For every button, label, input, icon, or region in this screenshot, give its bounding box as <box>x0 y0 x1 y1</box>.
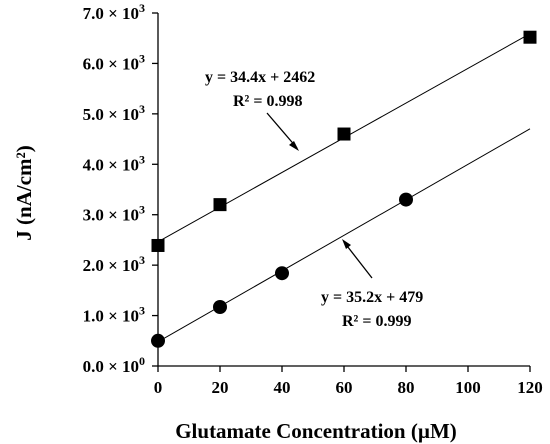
circle-point <box>275 266 289 281</box>
x-tick-labels: 0 20 40 60 80 100 120 <box>154 378 543 397</box>
x-tick-label: 80 <box>398 378 415 397</box>
square-fit-arrowhead <box>289 141 299 151</box>
y-tick-exponent: 3 <box>139 1 145 15</box>
y-tick-label: 4.0 × 103 <box>83 152 145 174</box>
y-tick-mantissa: 7.0 × 10 <box>83 4 139 23</box>
data-points <box>151 30 537 348</box>
y-tick-mantissa: 2.0 × 10 <box>83 256 139 275</box>
y-tick-mantissa: 1.0 × 10 <box>83 307 139 326</box>
square-point <box>523 30 537 44</box>
y-tick-exponent: 3 <box>139 253 145 267</box>
x-tick-label: 40 <box>274 378 291 397</box>
square-point <box>213 198 227 212</box>
x-tick-label: 60 <box>336 378 353 397</box>
y-tick-label: 7.0 × 103 <box>83 1 145 23</box>
circle-fit-r2: R² = 0.999 <box>342 313 411 330</box>
x-tick-label: 20 <box>212 378 229 397</box>
y-tick-label: 3.0 × 103 <box>83 203 145 225</box>
y-tick-label: 1.0 × 103 <box>83 304 145 326</box>
y-tick-mantissa: 6.0 × 10 <box>83 54 139 73</box>
x-tick-label: 0 <box>154 378 163 397</box>
square-fit-r2: R² = 0.998 <box>233 93 302 110</box>
y-tick-label: 5.0 × 103 <box>83 102 145 124</box>
square-fit-equation: y = 34.4x + 2462 <box>205 69 315 86</box>
y-tick-label: 2.0 × 103 <box>83 253 145 275</box>
y-tick-exponent: 0 <box>139 354 145 368</box>
circle-point <box>213 299 227 314</box>
circle-fit-arrowhead <box>342 239 351 249</box>
x-tick-label: 100 <box>455 378 481 397</box>
circle-point <box>399 192 413 207</box>
axes <box>152 12 531 372</box>
y-tick-exponent: 3 <box>139 51 145 65</box>
annotation-square-fit: y = 34.4x + 2462 R² = 0.998 <box>205 69 315 151</box>
y-tick-mantissa: 3.0 × 10 <box>83 206 139 225</box>
y-tick-label: 6.0 × 103 <box>83 51 145 73</box>
circle-point <box>151 333 165 348</box>
y-tick-mantissa: 5.0 × 10 <box>83 105 139 124</box>
square-fit-arrow <box>266 112 298 149</box>
square-point <box>151 238 165 252</box>
circle-fit-equation: y = 35.2x + 479 <box>321 289 423 306</box>
x-tick-label: 120 <box>517 378 543 397</box>
y-axis-title: J (nA/cm²) <box>12 145 36 241</box>
y-tick-exponent: 3 <box>139 102 145 116</box>
y-tick-exponent: 3 <box>139 304 145 318</box>
y-tick-exponent: 3 <box>139 152 145 166</box>
x-axis-title: Glutamate Concentration (µM) <box>175 419 457 443</box>
y-tick-label: 0.0 × 100 <box>83 354 145 376</box>
y-tick-mantissa: 0.0 × 10 <box>83 357 139 376</box>
square-point <box>337 127 351 141</box>
y-tick-exponent: 3 <box>139 203 145 217</box>
annotation-circle-fit: y = 35.2x + 479 R² = 0.999 <box>321 239 423 330</box>
circle-fit-arrow <box>343 241 373 279</box>
y-tick-mantissa: 4.0 × 10 <box>83 155 139 174</box>
